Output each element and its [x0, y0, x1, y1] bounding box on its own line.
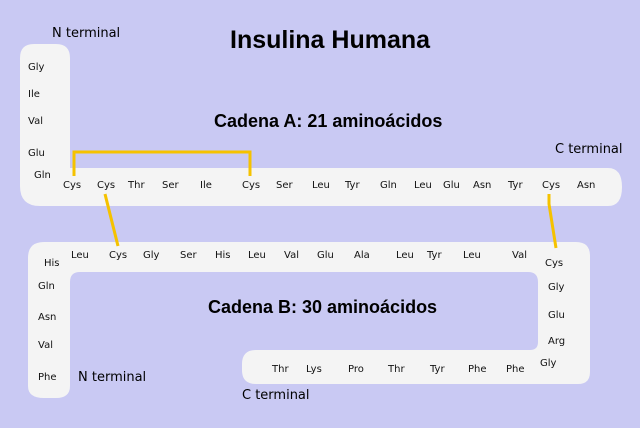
chain-b-residue-20: Gly [548, 282, 565, 293]
chain-b-residue-6: Leu [71, 250, 89, 261]
chain-b-residue-27: Thr [387, 364, 405, 375]
chain-a-residue-13: Leu [312, 180, 330, 191]
chain-a-residues: Gly Ile Val Glu Gln Cys Cys Thr Ser Ile Cys Ser Leu T… [28, 62, 595, 191]
chain-a-residue-19: Tyr [507, 180, 523, 191]
chain-b-residue-9: Ser [180, 250, 198, 261]
chain-a-residue-6: Cys [63, 180, 81, 191]
chain-a-band [20, 44, 622, 206]
chain-b-residue-16: Tyr [426, 250, 442, 261]
chain-b-residue-30: Thr [271, 364, 289, 375]
chain-a-residue-1: Gly [28, 62, 45, 73]
chain-b-residue-12: Val [284, 250, 299, 261]
chain-a-residue-2: Ile [28, 89, 40, 100]
chain-a-residue-5: Gln [34, 170, 51, 181]
chain-b-residue-5: His [44, 258, 60, 269]
chain-a-title: Cadena A: 21 aminoácidos [214, 111, 443, 131]
chain-b-residue-25: Phe [468, 364, 487, 375]
chain-b-residue-24: Phe [506, 364, 525, 375]
chain-b-residue-2: Val [38, 340, 53, 351]
chain-b-n-terminal-label: N terminal [78, 370, 147, 385]
chain-a-residue-10: Ile [200, 180, 212, 191]
chain-b-residue-28: Pro [348, 364, 364, 375]
chain-a-residue-21: Asn [577, 180, 595, 191]
chain-a-residue-3: Val [28, 116, 43, 127]
chain-b-residue-17: Leu [463, 250, 481, 261]
chain-b-residue-23: Gly [540, 358, 557, 369]
chain-b-residue-1: Phe [38, 372, 57, 383]
chain-b-residue-10: His [215, 250, 231, 261]
chain-a-residue-17: Glu [443, 180, 460, 191]
chain-b-residue-18: Val [512, 250, 527, 261]
bond-a20-b19 [547, 194, 558, 249]
chain-b-residue-15: Leu [396, 250, 414, 261]
chain-b-residue-14: Ala [354, 250, 370, 261]
chain-a-residue-20: Cys [542, 180, 560, 191]
bond-a6-a11 [72, 150, 252, 176]
chain-b-residue-13: Glu [317, 250, 334, 261]
chain-b-residue-11: Leu [248, 250, 266, 261]
diagram-title: Insulina Humana [230, 26, 431, 54]
chain-b-residue-4: Gln [38, 281, 55, 292]
bond-a7-b7 [103, 193, 120, 247]
chain-b-title: Cadena B: 30 aminoácidos [208, 297, 438, 317]
disulfide-bonds [72, 150, 558, 249]
chain-b-residue-29: Lys [306, 364, 322, 375]
chain-b-residue-3: Asn [38, 312, 56, 323]
chain-bands [20, 44, 622, 398]
chain-a-residue-16: Leu [414, 180, 432, 191]
chain-b-residue-21: Glu [548, 310, 565, 321]
chain-a-residue-8: Thr [127, 180, 145, 191]
chain-b-residue-19: Cys [545, 258, 563, 269]
chain-b-c-terminal-label: C terminal [242, 388, 310, 403]
chain-a-residue-9: Ser [162, 180, 180, 191]
chain-b-residue-8: Gly [143, 250, 160, 261]
chain-a-residue-4: Glu [28, 148, 45, 159]
chain-a-residue-7: Cys [97, 180, 115, 191]
chain-b-residue-7: Cys [109, 250, 127, 261]
chain-a-residue-12: Ser [276, 180, 294, 191]
chain-a-residue-14: Tyr [344, 180, 360, 191]
chain-a-residue-15: Gln [380, 180, 397, 191]
chain-a-n-terminal-label: N terminal [52, 26, 121, 41]
chain-a-c-terminal-label: C terminal [555, 142, 623, 157]
chain-b-band [28, 242, 590, 398]
chain-a-residue-18: Asn [473, 180, 491, 191]
chain-b-residues: Phe Val Asn Gln His Leu Cys Gly Ser His Leu Val Glu A… [38, 250, 565, 383]
chain-b-residue-22: Arg [548, 336, 565, 347]
chain-b-residue-26: Tyr [429, 364, 445, 375]
chain-a-residue-11: Cys [242, 180, 260, 191]
